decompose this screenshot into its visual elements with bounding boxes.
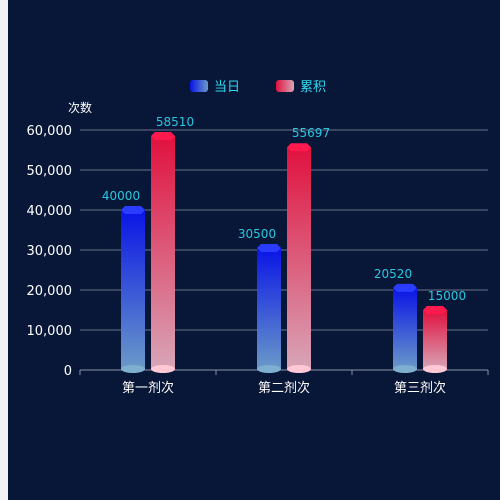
y-tick-label: 30,000: [27, 244, 73, 259]
bars: [121, 131, 447, 373]
bar-cap: [393, 283, 417, 292]
bar-cumulative[interactable]: [423, 306, 447, 373]
bar-cap: [121, 206, 145, 214]
bar-cap: [151, 131, 175, 140]
y-tick-label: 0: [64, 364, 72, 379]
bar-body: [151, 135, 175, 370]
bar-daily[interactable]: [121, 206, 145, 373]
legend-item-cumulative[interactable]: 累积: [276, 80, 326, 95]
bar-cap: [423, 306, 447, 314]
grid-lines: [80, 129, 488, 331]
bar-daily[interactable]: [257, 244, 281, 373]
bar-base: [287, 365, 311, 373]
legend-swatch: [190, 80, 208, 92]
bar-cumulative[interactable]: [287, 143, 311, 373]
bar-base: [393, 365, 417, 373]
labels: 第一剂次 40000 58510 第二剂次 30500 55697 第三剂次 20520 150…: [102, 115, 466, 396]
legend-label: 当日: [214, 80, 240, 95]
bar-body: [423, 310, 447, 370]
data-label: 55697: [292, 126, 330, 140]
y-tick-label: 20,000: [27, 284, 73, 299]
x-tick-label: 第二剂次: [258, 380, 310, 396]
bar-body: [121, 210, 145, 370]
y-axis-label: 次数: [68, 100, 92, 115]
data-label: 20520: [374, 267, 412, 281]
y-tick-label: 50,000: [27, 164, 73, 179]
axes: 0 10,000 20,000 30,000 40,000 50,000 60,000 次数: [27, 100, 489, 379]
legend[interactable]: 当日 累积: [190, 80, 326, 95]
bar-base: [121, 365, 145, 373]
bar-cap: [287, 143, 311, 152]
data-label: 15000: [428, 289, 466, 303]
bar-cumulative[interactable]: [151, 131, 175, 373]
bar-base: [151, 365, 175, 373]
y-tick-label: 10,000: [27, 324, 73, 339]
bar-body: [287, 147, 311, 370]
bar-daily[interactable]: [393, 283, 417, 373]
y-tick-label: 40,000: [27, 204, 73, 219]
legend-swatch: [276, 80, 294, 92]
y-tick-label: 60,000: [27, 124, 73, 139]
legend-label: 累积: [300, 80, 326, 95]
data-label: 40000: [102, 189, 140, 203]
data-label: 30500: [238, 227, 276, 241]
bar-cap: [257, 244, 281, 252]
x-tick-label: 第三剂次: [394, 380, 446, 396]
bar-base: [257, 365, 281, 373]
bar-body: [257, 248, 281, 370]
bar-body: [393, 287, 417, 370]
x-tick-label: 第一剂次: [122, 380, 174, 396]
bar-base: [423, 365, 447, 373]
legend-item-daily[interactable]: 当日: [190, 80, 240, 95]
data-label: 58510: [156, 115, 194, 129]
